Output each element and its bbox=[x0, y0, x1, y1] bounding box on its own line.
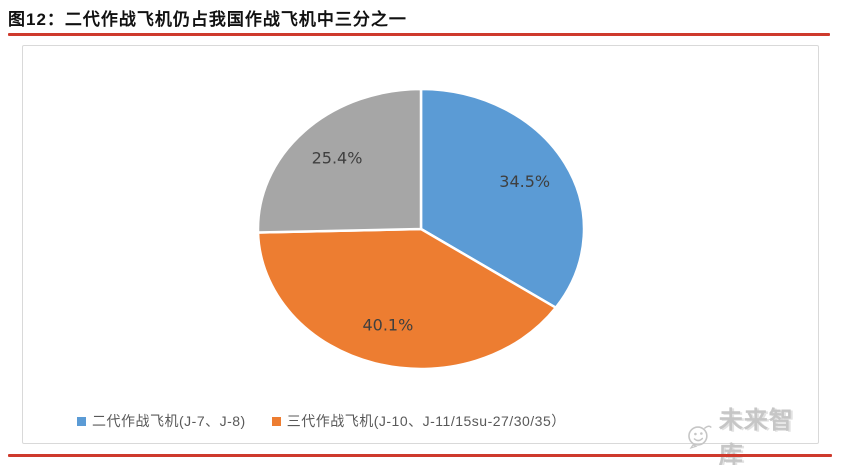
smiley-logo-icon bbox=[688, 425, 712, 449]
legend-item-gen2: 二代作战飞机(J-7、J-8) bbox=[77, 411, 246, 431]
figure-title: 图12：二代作战飞机仍占我国作战飞机中三分之一 bbox=[8, 10, 407, 29]
pie-slice bbox=[256, 87, 423, 234]
legend-item-gen3: 三代作战飞机(J-10、J-11/15su-27/30/35） bbox=[271, 411, 566, 431]
title-underline-rule bbox=[8, 33, 830, 36]
pie-slice-label: 25.4% bbox=[312, 149, 363, 168]
pie-slice bbox=[419, 87, 586, 309]
chart-legend: 二代作战飞机(J-7、J-8) 三代作战飞机(J-10、J-11/15su-27… bbox=[77, 411, 566, 431]
pie-slice-label: 34.5% bbox=[499, 172, 550, 191]
chart-panel: 34.5% 40.1% 25.4% 二代作战飞机(J-7、J-8) 三代作战飞机(J… bbox=[22, 45, 819, 465]
footer-rule bbox=[8, 454, 832, 457]
pie-slice-label: 40.1% bbox=[362, 316, 413, 335]
legend-swatch-gen2 bbox=[77, 416, 86, 426]
pie-slice bbox=[256, 227, 558, 371]
legend-label-gen3: 三代作战飞机(J-10、J-11/15su-27/30/35） bbox=[286, 413, 566, 429]
pie-chart: 34.5% 40.1% 25.4% bbox=[256, 87, 586, 371]
legend-label-gen2: 二代作战飞机(J-7、J-8) bbox=[92, 413, 246, 429]
legend-swatch-gen3 bbox=[271, 416, 281, 426]
